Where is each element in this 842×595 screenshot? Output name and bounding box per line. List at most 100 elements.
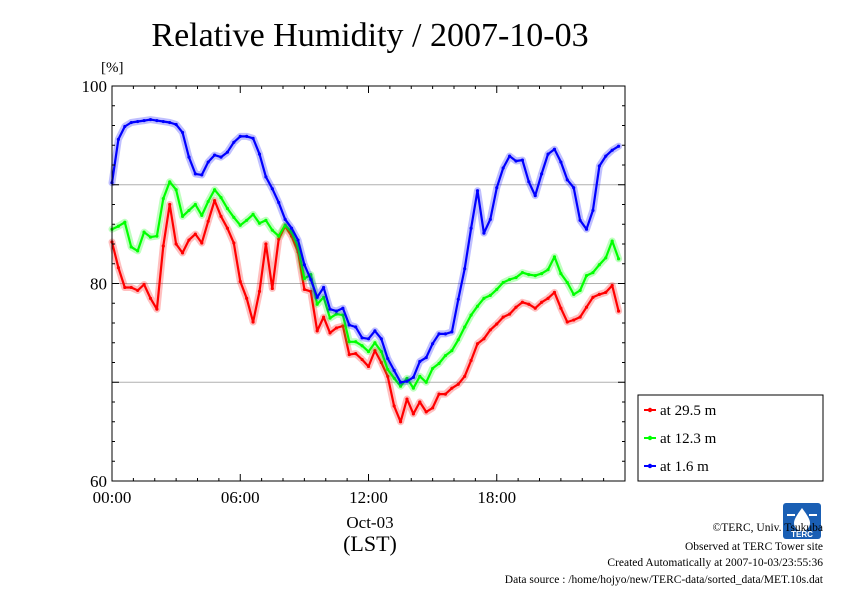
data-point bbox=[187, 208, 191, 213]
data-point bbox=[552, 255, 557, 259]
data-point bbox=[142, 282, 146, 287]
data-point bbox=[283, 217, 287, 221]
data-point bbox=[546, 268, 550, 272]
data-point bbox=[578, 288, 582, 293]
data-point bbox=[559, 306, 563, 310]
data-point bbox=[405, 376, 409, 380]
data-point bbox=[463, 374, 467, 378]
data-point bbox=[129, 120, 133, 125]
data-point bbox=[129, 285, 133, 290]
data-point bbox=[616, 257, 621, 261]
data-point bbox=[591, 208, 595, 213]
data-point bbox=[546, 296, 550, 300]
legend-label: at 1.6 m bbox=[660, 459, 709, 475]
data-point bbox=[456, 297, 460, 301]
data-point bbox=[501, 315, 505, 319]
legend-marker bbox=[647, 407, 653, 413]
data-point bbox=[245, 296, 249, 300]
data-point bbox=[238, 223, 242, 227]
data-point bbox=[373, 349, 377, 353]
data-point bbox=[398, 384, 403, 388]
data-point bbox=[604, 154, 608, 158]
data-point bbox=[591, 271, 595, 275]
data-point bbox=[424, 410, 428, 414]
data-point bbox=[219, 195, 223, 200]
data-point bbox=[257, 221, 262, 225]
legend-label: at 29.5 m bbox=[660, 403, 717, 419]
data-point bbox=[360, 336, 364, 340]
data-point bbox=[251, 212, 255, 216]
data-point bbox=[533, 274, 537, 278]
data-point bbox=[161, 119, 165, 124]
data-point bbox=[373, 341, 377, 345]
data-point bbox=[116, 137, 121, 141]
data-point bbox=[475, 189, 480, 193]
data-point bbox=[347, 323, 351, 327]
data-point bbox=[584, 305, 589, 309]
data-point bbox=[591, 295, 595, 299]
data-point bbox=[463, 325, 467, 329]
data-point bbox=[533, 194, 537, 198]
data-point bbox=[180, 130, 185, 135]
terc-logo: TERC bbox=[783, 503, 821, 539]
legend-box bbox=[637, 394, 824, 482]
series-line-0 bbox=[110, 199, 620, 423]
data-point bbox=[597, 164, 601, 168]
data-point bbox=[148, 117, 153, 122]
data-point bbox=[572, 318, 576, 322]
data-point bbox=[322, 295, 326, 299]
data-point bbox=[161, 196, 165, 201]
data-point bbox=[264, 218, 268, 222]
data-point bbox=[527, 302, 531, 306]
data-point bbox=[270, 187, 274, 191]
data-point bbox=[578, 218, 582, 222]
data-point bbox=[495, 322, 499, 326]
data-point bbox=[116, 266, 121, 270]
data-point bbox=[495, 287, 499, 292]
data-point bbox=[341, 324, 345, 328]
legend: at 29.5 m at 12.3 m at 1.6 m bbox=[637, 394, 824, 482]
data-point bbox=[527, 180, 531, 184]
data-point bbox=[411, 375, 415, 379]
data-point bbox=[469, 358, 473, 363]
data-point bbox=[219, 155, 223, 159]
data-point bbox=[463, 267, 467, 271]
data-point bbox=[366, 364, 371, 369]
data-point bbox=[443, 392, 448, 396]
data-point bbox=[559, 160, 563, 164]
data-point bbox=[174, 242, 178, 246]
data-point bbox=[533, 306, 537, 310]
data-point bbox=[552, 147, 557, 151]
data-point bbox=[309, 289, 313, 293]
data-point bbox=[527, 273, 531, 277]
data-point bbox=[136, 249, 140, 253]
water-drop-icon bbox=[794, 508, 810, 531]
data-point bbox=[328, 331, 332, 335]
data-point bbox=[398, 380, 403, 384]
data-point bbox=[386, 356, 390, 361]
data-point bbox=[315, 329, 319, 333]
data-point bbox=[168, 202, 172, 207]
x-tick-label: 06:00 bbox=[221, 488, 260, 507]
data-point bbox=[507, 312, 512, 316]
logo-text: TERC bbox=[791, 530, 813, 539]
data-point bbox=[334, 312, 339, 316]
data-point bbox=[341, 306, 345, 310]
data-point bbox=[277, 237, 281, 241]
y-axis-unit-label: [%] bbox=[101, 60, 124, 76]
data-point bbox=[482, 231, 486, 235]
data-point bbox=[148, 296, 153, 300]
data-point bbox=[520, 158, 525, 162]
data-point bbox=[616, 309, 621, 313]
data-point bbox=[520, 300, 525, 304]
data-point bbox=[437, 361, 441, 366]
data-point bbox=[174, 188, 178, 192]
data-point bbox=[431, 366, 435, 371]
data-point bbox=[540, 300, 544, 304]
data-point bbox=[540, 272, 544, 276]
x-tick-label: 12:00 bbox=[349, 488, 388, 507]
x-tick-labels: 00:00 06:00 12:00 18:00 bbox=[93, 488, 516, 507]
data-point bbox=[289, 226, 294, 230]
data-point bbox=[309, 277, 313, 282]
footer-created: Created Automatically at 2007-10-03/23:5… bbox=[607, 557, 823, 569]
